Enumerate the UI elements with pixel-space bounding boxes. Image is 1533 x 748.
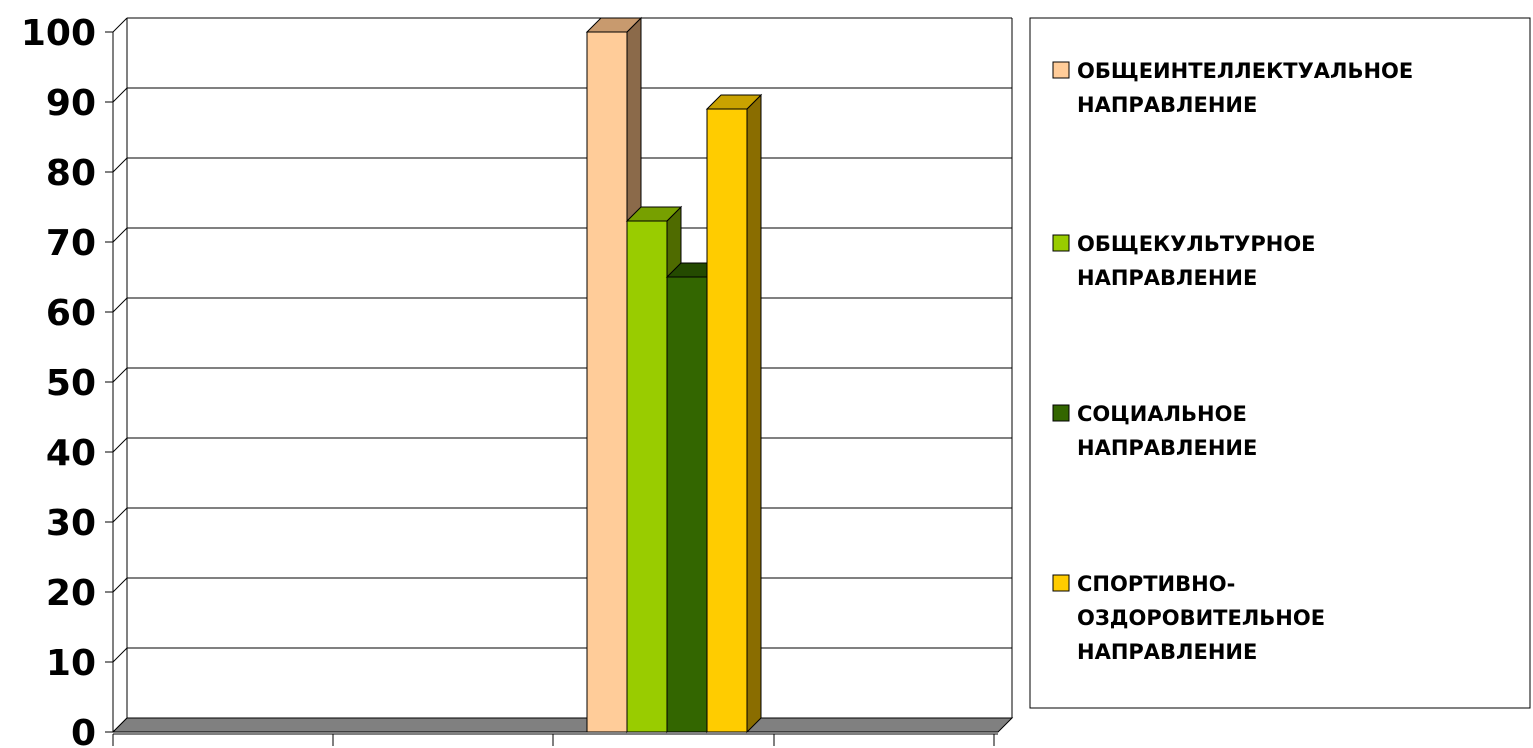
bar-side <box>746 93 762 734</box>
legend-label-line: СОЦИАЛЬНОЕ <box>1077 402 1247 426</box>
legend-label-line: ОЗДОРОВИТЕЛЬНОЕ <box>1077 606 1325 630</box>
legend-entry-1: ОБЩЕИНТЕЛЛЕКТУАЛЬНОЕ НАПРАВЛЕНИЕ <box>1052 59 1413 117</box>
legend-label-line: НАПРАВЛЕНИЕ <box>1077 640 1257 664</box>
legend-label-line: ОБЩЕИНТЕЛЛЕКТУАЛЬНОЕ <box>1077 59 1413 83</box>
y-tick-label: 50 <box>46 363 96 404</box>
legend-box <box>1029 17 1531 709</box>
legend-label-line: ОБЩЕКУЛЬТУРНОЕ <box>1077 232 1316 256</box>
bar-front <box>626 220 668 733</box>
y-tick-label: 30 <box>46 503 96 544</box>
legend-swatch <box>1052 574 1070 592</box>
gridline-side <box>112 227 128 243</box>
gridline-side <box>112 647 128 663</box>
bar-4 <box>705 93 763 734</box>
legend-swatch <box>1052 234 1070 252</box>
y-tick-label: 20 <box>46 573 96 614</box>
y-tick-label: 70 <box>46 223 96 264</box>
legend-entry-4: СПОРТИВНО- ОЗДОРОВИТЕЛЬНОЕ НАПРАВЛЕНИЕ <box>1052 572 1325 664</box>
y-tick-label: 10 <box>46 643 96 684</box>
gridline-side <box>112 87 128 103</box>
gridline-side <box>112 507 128 523</box>
y-tick-label: 80 <box>46 153 96 194</box>
legend: ОБЩЕИНТЕЛЛЕКТУАЛЬНОЕНАПРАВЛЕНИЕОБЩЕКУЛЬТ… <box>1029 17 1531 709</box>
gridline-side <box>112 577 128 593</box>
legend-swatch <box>1052 404 1070 422</box>
gridline-side <box>112 17 128 33</box>
y-tick-label: 60 <box>46 293 96 334</box>
legend-label-line: СПОРТИВНО- <box>1077 572 1235 596</box>
legend-swatch <box>1052 61 1070 79</box>
legend-entry-3: СОЦИАЛЬНОЕ НАПРАВЛЕНИЕ <box>1052 402 1257 460</box>
y-tick-label: 0 <box>71 713 96 748</box>
chart-grid <box>105 17 1013 746</box>
gridline-side <box>112 437 128 453</box>
gridline-side <box>112 297 128 313</box>
bar-front <box>706 108 748 733</box>
y-tick-label: 100 <box>21 13 96 54</box>
y-tick-label: 40 <box>46 433 96 474</box>
legend-label-line: НАПРАВЛЕНИЕ <box>1077 93 1257 117</box>
gridline-side <box>112 367 128 383</box>
legend-label-line: НАПРАВЛЕНИЕ <box>1077 436 1257 460</box>
chart-bars <box>585 16 763 734</box>
legend-entry-2: ОБЩЕКУЛЬТУРНОЕ НАПРАВЛЕНИЕ <box>1052 232 1316 290</box>
chart-floor-slab <box>111 717 1014 733</box>
bar-front <box>666 276 708 733</box>
gridline-side <box>112 157 128 173</box>
bar-front <box>586 31 628 733</box>
y-tick-label: 90 <box>46 83 96 124</box>
chart-floor <box>111 717 1014 733</box>
y-axis-ticks: 0 10 20 30 40 50 60 70 80 90 100 <box>21 13 96 748</box>
legend-label-line: НАПРАВЛЕНИЕ <box>1077 266 1257 290</box>
